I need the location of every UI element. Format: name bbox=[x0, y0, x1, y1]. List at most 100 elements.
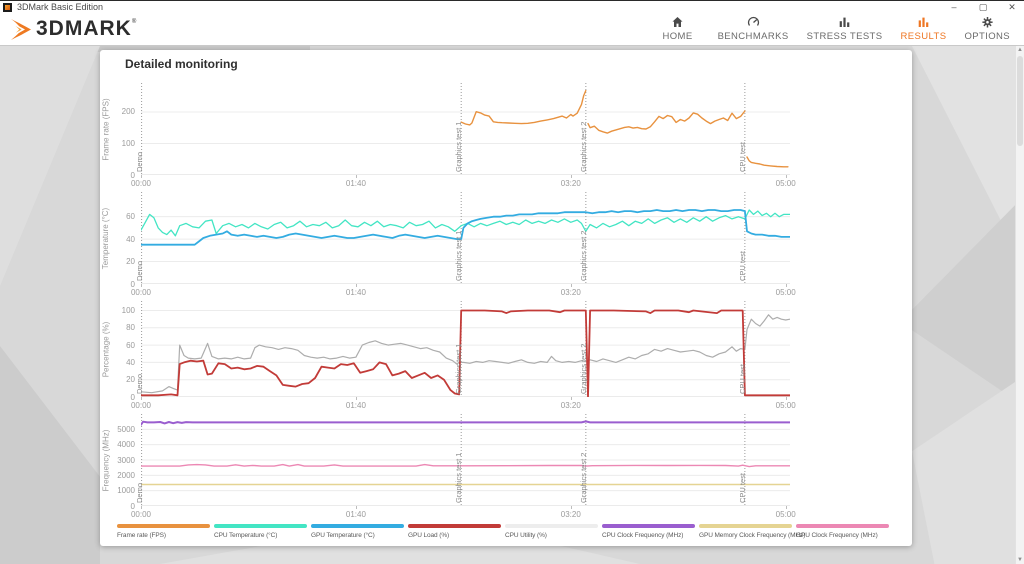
x-tick-mark bbox=[141, 506, 142, 509]
y-tick-label: 0 bbox=[130, 170, 135, 180]
chart-percentage: Percentage (%) 0 20 40 60 80 100 Demo Graphics… bbox=[102, 301, 796, 414]
chart-frequency: Frequency (MHz) 0 1000 2000 3000 4000 5000 De… bbox=[102, 414, 796, 523]
legend-swatch bbox=[408, 524, 501, 528]
nav-label: STRESS TESTS bbox=[806, 31, 883, 42]
y-tick-label: 200 bbox=[121, 107, 135, 117]
legend-item-frame-rate: Frame rate (FPS) bbox=[117, 524, 210, 539]
logo-wing-icon bbox=[11, 19, 31, 40]
x-tick-label: 00:00 bbox=[130, 179, 152, 188]
vertical-scrollbar[interactable]: ▲ ▼ bbox=[1015, 46, 1024, 564]
legend-item-gpu-memory-clock-frequency: GPU Memory Clock Frequency (MHz) bbox=[699, 524, 805, 539]
x-tick-mark bbox=[570, 506, 572, 509]
logo-registered-mark: ® bbox=[131, 19, 137, 25]
app-logo: 3DMARK ® bbox=[8, 16, 136, 42]
y-tick-label: 5000 bbox=[117, 424, 135, 434]
test-marker-label: Demo bbox=[134, 260, 144, 281]
plot-area: Demo Graphics test 1 Graphics test 2 CPU te… bbox=[135, 414, 791, 507]
test-marker-label: Graphics test 2 bbox=[578, 121, 588, 172]
y-tick-label: 20 bbox=[126, 257, 135, 267]
x-tick-label: 05:00 bbox=[775, 288, 796, 297]
test-marker-label: Graphics test 2 bbox=[578, 452, 588, 503]
maximize-button[interactable]: ▢ bbox=[978, 2, 988, 12]
x-tick-mark bbox=[785, 284, 787, 287]
x-tick-label: 01:40 bbox=[345, 510, 366, 519]
test-marker-label: Graphics test 1 bbox=[454, 121, 464, 172]
chart-canvas-percentage bbox=[140, 301, 791, 398]
nav-label: BENCHMARKS bbox=[717, 31, 789, 42]
legend-item-cpu-clock-frequency: CPU Clock Frequency (MHz) bbox=[602, 524, 695, 539]
legend-item-gpu-clock-frequency: GPU Clock Frequency (MHz) bbox=[796, 524, 889, 539]
y-tick-label: 60 bbox=[126, 340, 135, 350]
x-tick-label: 03:20 bbox=[560, 510, 581, 519]
test-marker-label: Graphics test 1 bbox=[454, 343, 464, 394]
series-gpu_load bbox=[140, 309, 791, 398]
y-axis-ticks: 0 20 40 60 bbox=[105, 192, 137, 301]
x-tick-label: 00:00 bbox=[130, 401, 152, 410]
charts-container: Frame rate (FPS) 0 100 200 Demo Graphics te… bbox=[100, 83, 912, 523]
page-title: Detailed monitoring bbox=[125, 57, 238, 71]
nav-label: RESULTS bbox=[900, 31, 947, 42]
x-tick-label: 05:00 bbox=[775, 179, 796, 188]
x-axis-ticks: 00:00 01:40 03:20 05:00 bbox=[131, 506, 796, 523]
gear-icon bbox=[981, 15, 994, 28]
legend-swatch bbox=[699, 524, 792, 528]
series-cpu_clock bbox=[140, 420, 791, 426]
test-marker-label: Demo bbox=[134, 151, 144, 172]
nav-item-stress-tests[interactable]: STRESS TESTS bbox=[807, 15, 883, 42]
series-frame_rate bbox=[746, 156, 789, 168]
x-tick-mark bbox=[570, 284, 572, 287]
app-icon bbox=[3, 3, 12, 12]
test-marker-label: Graphics test 1 bbox=[454, 452, 464, 503]
home-icon bbox=[671, 15, 684, 28]
scrollbar-thumb[interactable] bbox=[1017, 56, 1023, 146]
x-tick-mark bbox=[141, 397, 142, 400]
y-tick-label: 60 bbox=[126, 212, 135, 222]
detailed-monitoring-panel: Detailed monitoring Frame rate (FPS) 0 10… bbox=[100, 50, 912, 546]
chart-frame-rate: Frame rate (FPS) 0 100 200 Demo Graphics te… bbox=[102, 83, 796, 192]
legend-swatch bbox=[505, 524, 598, 528]
legend-item-gpu-load: GPU Load (%) bbox=[408, 524, 501, 539]
legend-swatch bbox=[311, 524, 404, 528]
y-tick-label: 1000 bbox=[117, 486, 135, 496]
minimize-button[interactable]: – bbox=[951, 2, 957, 12]
nav-label: HOME bbox=[662, 31, 693, 42]
scroll-down-icon[interactable]: ▼ bbox=[1017, 557, 1023, 563]
nav-item-benchmarks[interactable]: BENCHMARKS bbox=[718, 15, 789, 42]
x-tick-mark bbox=[355, 397, 357, 400]
x-tick-mark bbox=[141, 284, 142, 287]
x-tick-mark bbox=[355, 506, 357, 509]
legend-item-cpu-utility: CPU Utility (%) bbox=[505, 524, 598, 539]
x-tick-mark bbox=[785, 397, 787, 400]
x-tick-label: 00:00 bbox=[130, 510, 152, 519]
test-marker-label: Demo bbox=[134, 373, 144, 394]
y-tick-label: 100 bbox=[121, 306, 135, 315]
chart-canvas-frame-rate bbox=[141, 83, 790, 176]
nav-item-results[interactable]: RESULTS bbox=[901, 15, 947, 42]
plot-area: Demo Graphics test 1 Graphics test 2 CPU te… bbox=[135, 192, 791, 285]
window-title: 3DMark Basic Edition bbox=[17, 2, 104, 12]
legend-swatch bbox=[214, 524, 307, 528]
close-button[interactable]: ✕ bbox=[1008, 2, 1016, 12]
x-tick-label: 01:40 bbox=[345, 401, 366, 410]
x-tick-mark bbox=[141, 175, 142, 178]
y-tick-label: 20 bbox=[126, 375, 135, 385]
bars-icon bbox=[838, 15, 851, 28]
title-bar: 3DMark Basic Edition – ▢ ✕ bbox=[0, 0, 1024, 13]
x-axis-ticks: 00:00 01:40 03:20 05:00 bbox=[131, 284, 796, 301]
y-tick-label: 0 bbox=[130, 392, 135, 402]
series-gpu_temp bbox=[140, 209, 791, 246]
nav-item-home[interactable]: HOME bbox=[656, 15, 700, 42]
y-tick-label: 2000 bbox=[117, 470, 135, 480]
y-tick-label: 40 bbox=[126, 234, 135, 244]
x-axis-ticks: 00:00 01:40 03:20 05:00 bbox=[131, 397, 796, 414]
x-tick-mark bbox=[355, 175, 357, 178]
x-tick-mark bbox=[570, 175, 572, 178]
scroll-up-icon[interactable]: ▲ bbox=[1017, 47, 1023, 53]
legend-swatch bbox=[796, 524, 889, 528]
nav-bar: 3DMARK ® HOME BENCHMARKS STRESS TESTS RES… bbox=[0, 13, 1024, 46]
y-axis-ticks: 0 20 40 60 80 100 bbox=[105, 301, 137, 414]
y-tick-label: 0 bbox=[130, 279, 135, 289]
results-bars-icon bbox=[917, 15, 930, 28]
chart-canvas-temperature bbox=[140, 192, 791, 285]
nav-item-options[interactable]: OPTIONS bbox=[964, 15, 1010, 42]
